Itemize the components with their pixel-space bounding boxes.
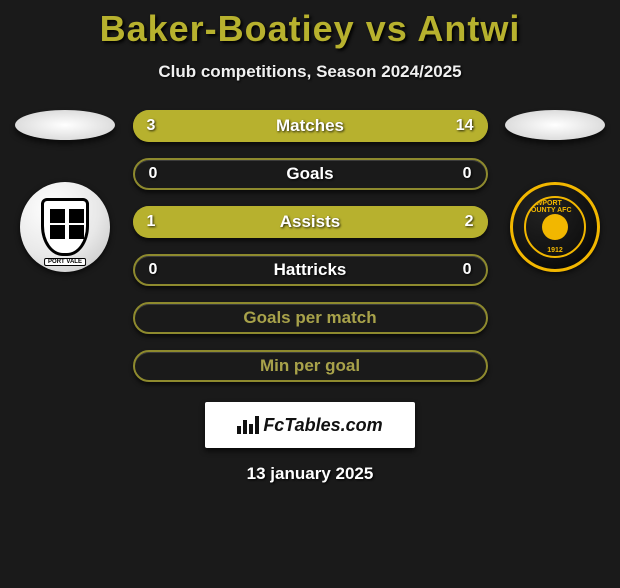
stat-value-right: 14 xyxy=(456,117,474,135)
stat-value-left: 3 xyxy=(147,117,156,135)
subtitle: Club competitions, Season 2024/2025 xyxy=(0,62,620,82)
stat-fill-left xyxy=(133,110,197,142)
stat-value-right: 2 xyxy=(465,213,474,231)
left-club-badge: PORT VALE xyxy=(20,182,110,272)
right-player-column: NEWPORT COUNTY AFC 1912 xyxy=(498,110,613,272)
stat-bar: 1 2 Assists xyxy=(133,206,488,238)
stat-label: Goals per match xyxy=(243,308,376,328)
comparison-row: PORT VALE 3 14 Matches 0 0 Goals 1 2 Assists 0 0 Ha… xyxy=(0,110,620,382)
right-club-badge: NEWPORT COUNTY AFC 1912 xyxy=(510,182,600,272)
left-player-column: PORT VALE xyxy=(8,110,123,272)
stat-bar: Min per goal xyxy=(133,350,488,382)
stat-bar: 0 0 Goals xyxy=(133,158,488,190)
stat-label: Assists xyxy=(280,212,340,232)
shield-icon xyxy=(41,198,89,256)
right-club-year: 1912 xyxy=(526,198,584,256)
stat-bar: 3 14 Matches xyxy=(133,110,488,142)
stat-bar: 0 0 Hattricks xyxy=(133,254,488,286)
stat-bar: Goals per match xyxy=(133,302,488,334)
stat-value-left: 0 xyxy=(149,165,158,183)
left-club-name: PORT VALE xyxy=(44,258,86,266)
stat-label: Goals xyxy=(286,164,333,184)
stats-column: 3 14 Matches 0 0 Goals 1 2 Assists 0 0 Hattricks Goa… xyxy=(133,110,488,382)
stat-value-left: 1 xyxy=(147,213,156,231)
stat-label: Hattricks xyxy=(274,260,347,280)
stat-value-right: 0 xyxy=(463,165,472,183)
stat-label: Matches xyxy=(276,116,344,136)
right-player-placeholder xyxy=(505,110,605,140)
page-title: Baker-Boatiey vs Antwi xyxy=(0,8,620,50)
stat-value-right: 0 xyxy=(463,261,472,279)
brand-box[interactable]: FcTables.com xyxy=(205,402,415,448)
chart-icon xyxy=(237,416,259,434)
stat-label: Min per goal xyxy=(260,356,360,376)
stat-value-left: 0 xyxy=(149,261,158,279)
date-text: 13 january 2025 xyxy=(0,464,620,484)
brand-text: FcTables.com xyxy=(263,415,382,436)
left-player-placeholder xyxy=(15,110,115,140)
